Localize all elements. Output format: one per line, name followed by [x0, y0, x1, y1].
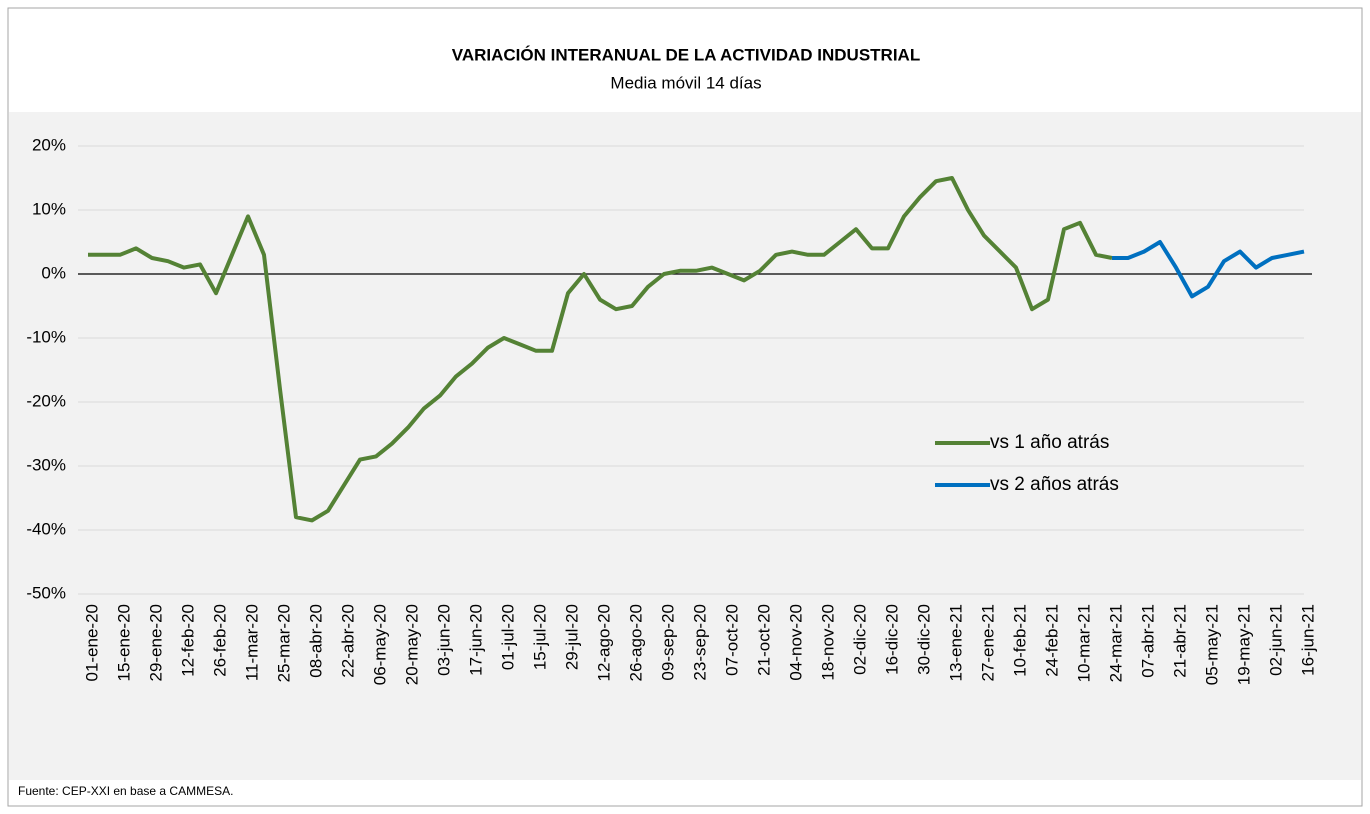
x-tick-label: 07-oct-20 [722, 604, 741, 676]
x-tick-label: 06-may-20 [370, 604, 389, 685]
y-tick-label: -10% [26, 327, 66, 346]
x-tick-label: 29-jul-20 [562, 604, 581, 670]
series-line [1112, 240, 1305, 299]
y-tick-label: 0% [41, 263, 66, 282]
x-tick-label: 13-ene-21 [946, 604, 965, 682]
x-tick-label: 25-mar-20 [274, 604, 293, 682]
x-tick-label: 01-ene-20 [82, 604, 101, 682]
x-tick-label: 09-sep-20 [658, 604, 677, 681]
x-tick-label: 18-nov-20 [818, 604, 837, 681]
x-tick-label: 16-dic-20 [882, 604, 901, 675]
chart-subtitle: Media móvil 14 días [610, 73, 761, 92]
x-tick-label: 30-dic-20 [914, 604, 933, 675]
x-tick-label: 05-may-21 [1202, 604, 1221, 685]
y-tick-label: 10% [32, 199, 66, 218]
y-tick-label: -40% [26, 519, 66, 538]
x-tick-label: 12-feb-20 [178, 604, 197, 677]
x-tick-label: 10-mar-21 [1074, 604, 1093, 682]
x-tick-label: 16-jun-21 [1298, 604, 1317, 676]
y-tick-label: -20% [26, 391, 66, 410]
y-tick-label: 20% [32, 135, 66, 154]
x-tick-label: 12-ago-20 [594, 604, 613, 682]
y-tick-label: -50% [26, 583, 66, 602]
source-note: Fuente: CEP-XXI en base a CAMMESA. [18, 784, 233, 798]
series-line [88, 176, 1113, 523]
x-tick-label: 29-ene-20 [146, 604, 165, 682]
x-tick-label: 10-feb-21 [1010, 604, 1029, 677]
x-tick-label: 21-abr-21 [1170, 604, 1189, 678]
x-tick-label: 27-ene-21 [978, 604, 997, 682]
x-tick-label: 15-ene-20 [114, 604, 133, 682]
x-tick-label: 23-sep-20 [690, 604, 709, 681]
x-tick-label: 04-nov-20 [786, 604, 805, 681]
x-tick-label: 26-feb-20 [210, 604, 229, 677]
x-tick-label: 02-jun-21 [1266, 604, 1285, 676]
x-tick-label: 01-jul-20 [498, 604, 517, 670]
x-tick-label: 26-ago-20 [626, 604, 645, 682]
x-tick-label: 22-abr-20 [338, 604, 357, 678]
chart-title: VARIACIÓN INTERANUAL DE LA ACTIVIDAD IND… [452, 45, 920, 64]
x-tick-label: 19-may-21 [1234, 604, 1253, 685]
x-tick-label: 11-mar-20 [242, 604, 261, 681]
x-tick-label: 24-mar-21 [1106, 604, 1125, 682]
x-tick-label: 20-may-20 [402, 604, 421, 685]
x-tick-label: 08-abr-20 [306, 604, 325, 678]
x-tick-label: 02-dic-20 [850, 604, 869, 675]
y-tick-label: -30% [26, 455, 66, 474]
x-tick-label: 17-jun-20 [466, 604, 485, 676]
x-tick-label: 03-jun-20 [434, 604, 453, 676]
x-tick-label: 24-feb-21 [1042, 604, 1061, 677]
legend-label: vs 1 año atrás [990, 432, 1109, 453]
x-tick-label: 21-oct-20 [754, 604, 773, 676]
legend-label: vs 2 años atrás [990, 474, 1119, 495]
x-tick-label: 15-jul-20 [530, 604, 549, 670]
x-tick-label: 07-abr-21 [1138, 604, 1157, 678]
plot-background [9, 112, 1361, 780]
